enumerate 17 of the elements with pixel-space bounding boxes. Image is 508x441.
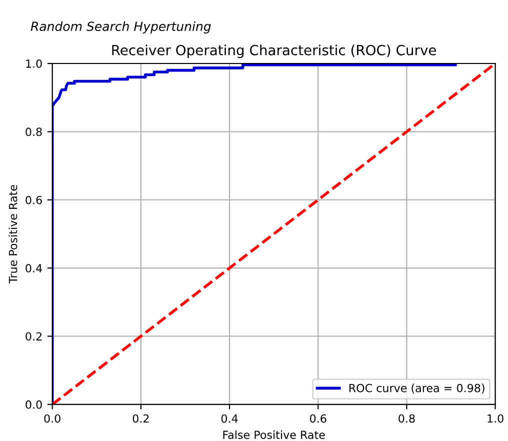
y-tick-label: 0.0 bbox=[26, 400, 42, 409]
y-tick-label: 0.2 bbox=[26, 332, 42, 341]
x-tick-label: 0.0 bbox=[44, 414, 60, 423]
x-axis-title: False Positive Rate bbox=[223, 430, 325, 440]
x-tick-label: 0.8 bbox=[398, 414, 415, 423]
y-tick-label: 0.6 bbox=[26, 196, 42, 204]
y-tick-label: 0.4 bbox=[26, 264, 42, 272]
y-tick-label: 1.0 bbox=[26, 59, 42, 68]
x-tick-label: 0.6 bbox=[310, 414, 326, 423]
chart-subtitle: Random Search Hypertuning bbox=[30, 21, 211, 34]
legend-label: ROC curve (area = 0.98) bbox=[349, 384, 484, 394]
x-tick-label: 0.2 bbox=[132, 414, 149, 423]
y-tick-label: 0.8 bbox=[26, 128, 42, 136]
x-tick-label: 0.4 bbox=[221, 414, 238, 423]
x-tick-label: 1.0 bbox=[488, 414, 504, 423]
chart-title: Receiver Operating Characteristic (ROC) Curve bbox=[112, 44, 436, 58]
y-axis-title: True Positive Rate bbox=[8, 185, 18, 284]
